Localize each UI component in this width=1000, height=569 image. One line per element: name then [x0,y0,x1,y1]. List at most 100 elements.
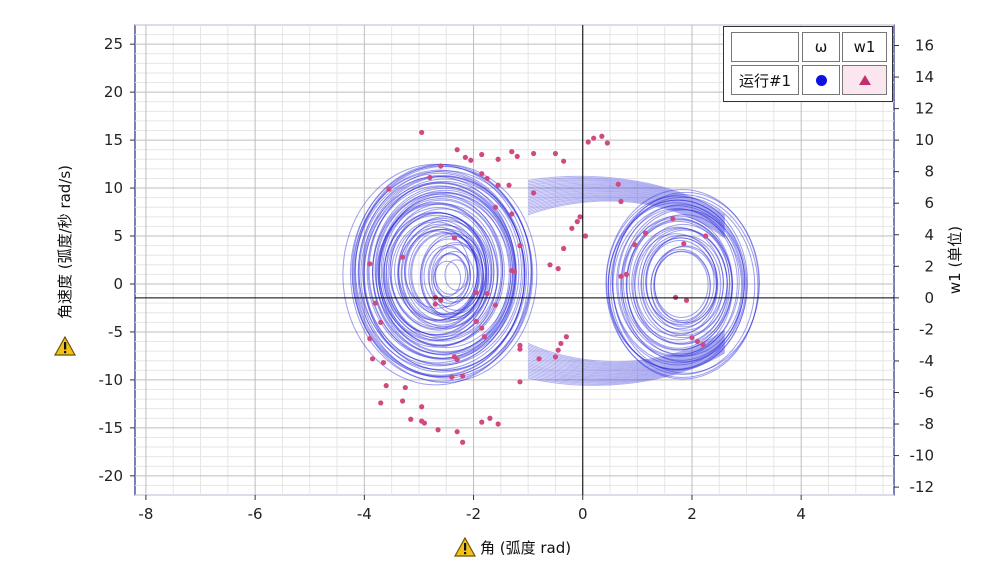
y-tick-label: -5 [108,323,123,341]
x-tick-label: -8 [138,505,153,523]
w1-point [427,175,432,180]
w1-point [616,182,621,187]
w1-point [373,301,378,306]
w1-point [435,427,440,432]
w1-point [496,157,501,162]
x-tick-label: 4 [796,505,806,523]
w1-point [452,235,457,240]
w1-point [493,302,498,307]
w1-point [632,242,637,247]
w1-point [556,266,561,271]
w1-point [487,416,492,421]
w1-point [512,269,517,274]
w1-point [386,186,391,191]
x-tick-labels: -8 -6 -4 -2 0 2 4 [138,495,806,523]
w1-point [485,176,490,181]
y2-tick-labels: 1614121086420-2-4-6-8-10-12 [894,37,934,497]
w1-point [583,233,588,238]
w1-point [496,183,501,188]
w1-point [517,243,522,248]
w1-point [438,163,443,168]
w1-point [400,255,405,260]
w1-point [564,334,569,339]
w1-point [381,360,386,365]
legend-corner [731,32,799,62]
y-tick-label: 20 [104,83,123,101]
w1-point [460,373,465,378]
w1-point [419,130,424,135]
x-tick-label: -4 [357,505,372,523]
w1-point [599,134,604,139]
x-axis-warning-icon[interactable] [454,537,476,557]
y2-tick-label: 8 [924,163,934,181]
legend-omega-marker[interactable] [802,65,840,95]
w1-point [553,151,558,156]
w1-point [591,136,596,141]
w1-point [474,319,479,324]
w1-point [586,139,591,144]
x-tick-label: -6 [248,505,263,523]
y-axis-warning-icon[interactable] [54,336,76,356]
y2-tick-label: -6 [919,383,934,401]
y-tick-label: 25 [104,35,123,53]
w1-point [618,274,623,279]
w1-point [455,147,460,152]
w1-point [703,233,708,238]
w1-point [558,341,563,346]
w1-point [689,335,694,340]
w1-point [482,334,487,339]
y2-tick-label: 12 [915,100,934,118]
w1-point [695,339,700,344]
w1-point [455,429,460,434]
legend-header-omega: ω [802,32,840,62]
y2-tick-label: 16 [915,37,934,55]
w1-point [378,400,383,405]
y2-tick-label: -10 [910,447,935,465]
w1-point [643,231,648,236]
w1-point [408,417,413,422]
w1-point [493,205,498,210]
w1-point [438,298,443,303]
x-axis-title: 角 (弧度 rad) [480,539,571,557]
w1-point [422,420,427,425]
w1-point [433,302,438,307]
circle-marker-icon [816,75,827,86]
w1-point [575,219,580,224]
y-tick-label: 15 [104,131,123,149]
triangle-marker-icon [859,75,871,85]
y-tick-label: 5 [113,227,123,245]
w1-point [561,159,566,164]
y2-tick-label: 10 [915,131,934,149]
w1-point [509,149,514,154]
w1-point [517,347,522,352]
y-tick-label: -20 [99,467,124,485]
w1-point [468,158,473,163]
legend-run-label: 运行#1 [731,65,799,95]
legend-w1-marker[interactable] [842,65,887,95]
w1-point [367,336,372,341]
w1-point [681,241,686,246]
x-tick-label: 2 [687,505,697,523]
w1-point [479,152,484,157]
w1-point [367,261,372,266]
w1-point [460,440,465,445]
w1-point [400,398,405,403]
w1-point [700,342,705,347]
w1-point [556,348,561,353]
w1-point [515,154,520,159]
w1-point [455,357,460,362]
w1-point [506,183,511,188]
x-tick-label: 0 [578,505,588,523]
y2-tick-label: -4 [919,352,934,370]
w1-point [531,151,536,156]
w1-point [531,190,536,195]
y2-tick-label: 2 [924,257,934,275]
w1-point [463,155,468,160]
w1-point [496,421,501,426]
y-tick-label: 10 [104,179,123,197]
w1-point [449,374,454,379]
w1-point [485,291,490,296]
w1-point [509,211,514,216]
legend: ω w1 运行#1 [723,26,893,102]
x-tick-label: -2 [466,505,481,523]
